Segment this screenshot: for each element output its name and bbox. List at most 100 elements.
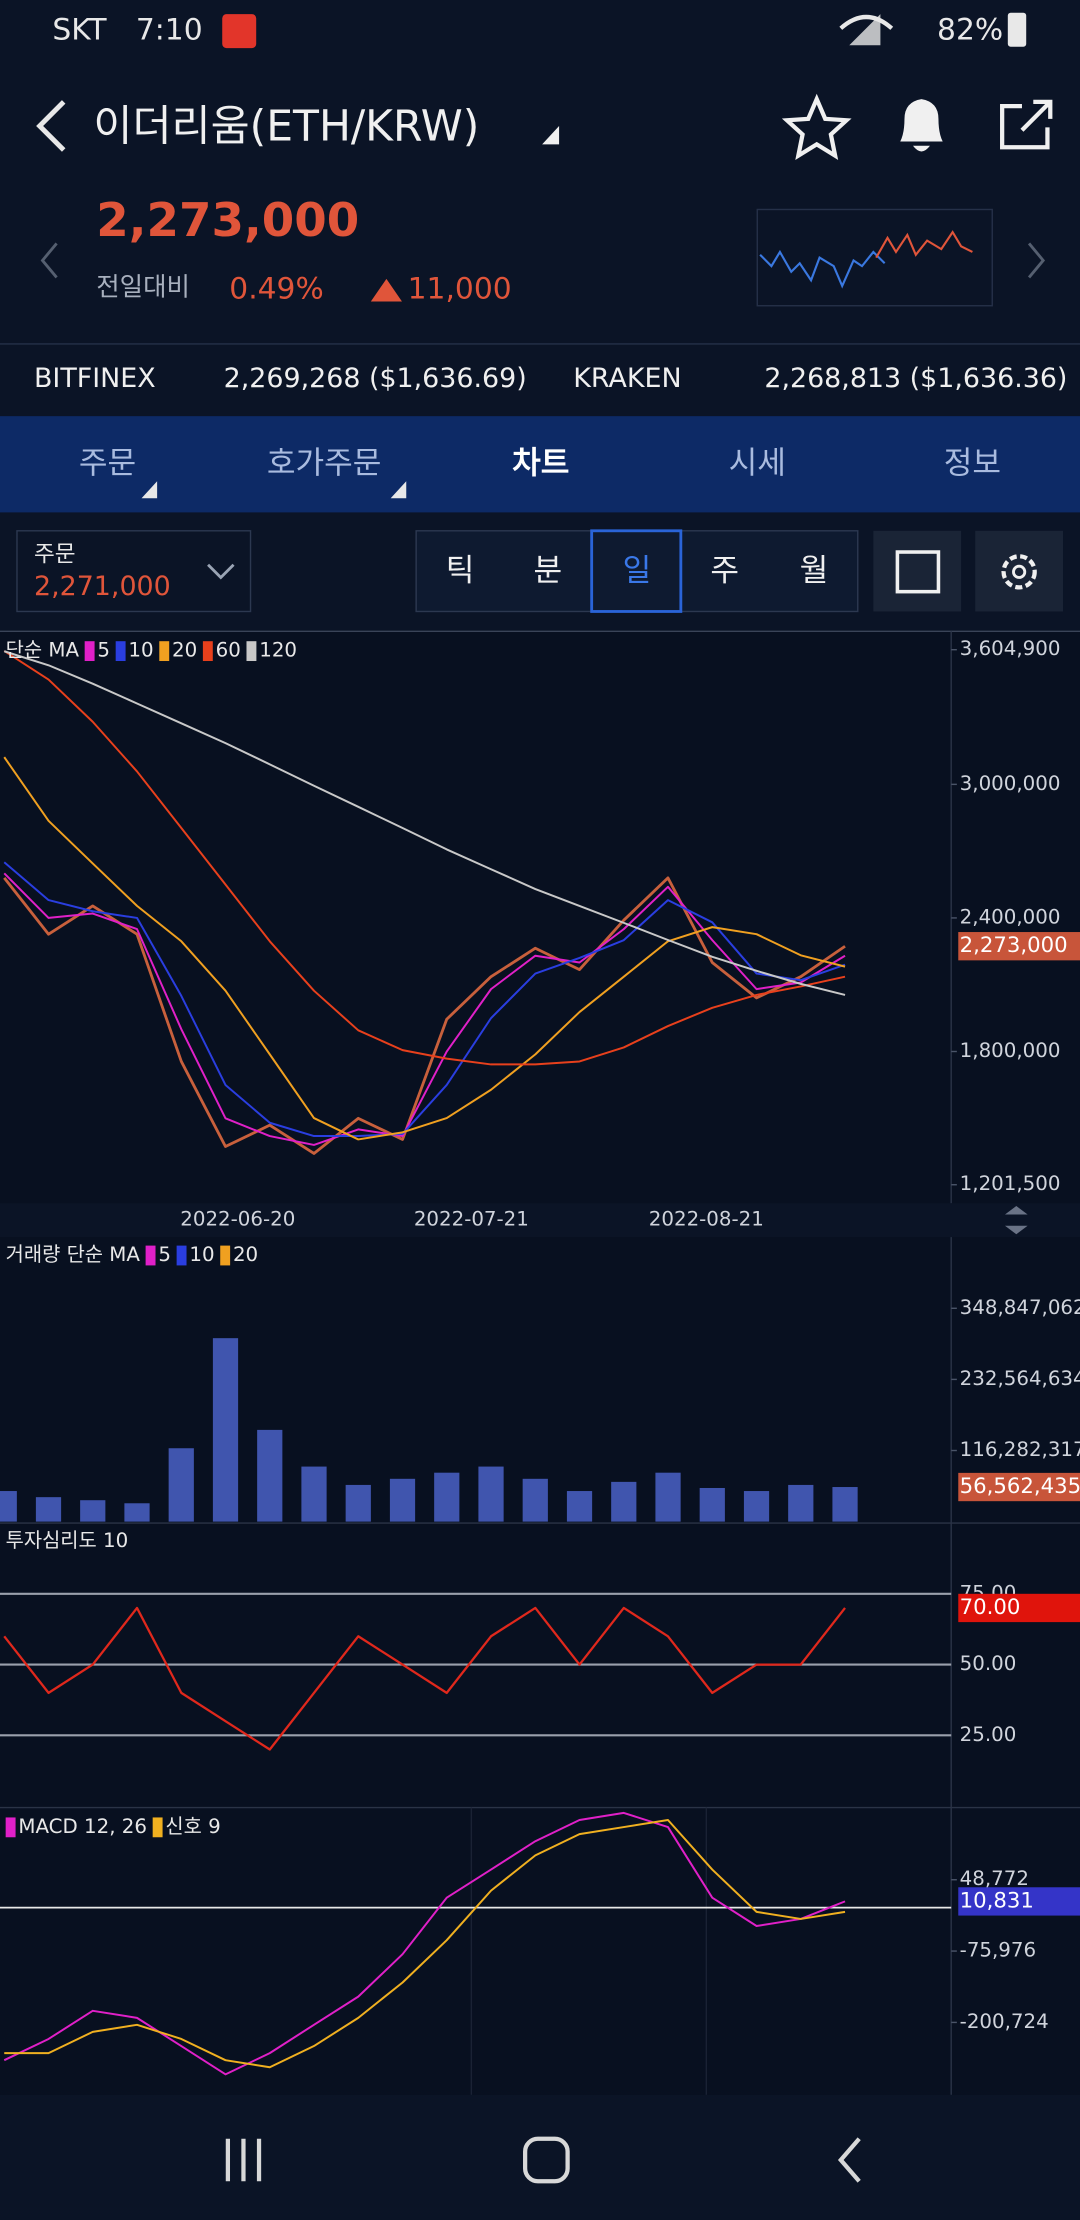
period-button-active[interactable]: 일 [623,553,652,589]
resize-handle[interactable] [1004,1205,1028,1235]
volume-bar [655,1472,681,1522]
y-tick-label: 48,772 [960,1867,1029,1890]
order-label: 주문 [34,541,76,567]
volume-bar [434,1472,460,1522]
volume-bar [80,1500,106,1522]
layout-button-bg[interactable] [873,530,962,612]
x-tick-label: 2022-08-21 [649,1208,764,1231]
back-nav-button[interactable] [837,2137,861,2183]
legend-swatch [115,641,126,662]
prev-arrow[interactable] [40,242,58,279]
volume-bar [345,1484,371,1522]
psychology-line [3,1606,846,1751]
ma-line [3,650,846,1066]
volume-bar [788,1484,814,1522]
legend-swatch [220,1245,231,1266]
tab[interactable]: 정보 [944,445,1001,481]
legend-label: 단순 MA [6,639,80,662]
macd-line [3,1811,846,2076]
wifi-icon [839,14,894,30]
volume-bar [212,1338,239,1522]
order-box[interactable] [16,530,252,613]
close-line [3,876,846,1155]
exchange-price: 2,268,813 ($1,636.36) [764,363,1067,394]
page-title[interactable]: 이더리움(ETH/KRW) [93,102,479,151]
current-value-label: 2,273,000 [960,933,1068,958]
tab[interactable]: 주문 [79,445,136,481]
change-percent: 0.49% [229,272,323,307]
current-value-label: 56,562,435 [960,1474,1080,1499]
legend-entry: 20 [172,639,197,662]
settings-button[interactable] [975,530,1064,612]
volume-bar [743,1491,770,1522]
share-button[interactable] [1000,99,1053,150]
volume-bar [257,1429,283,1522]
tab-active[interactable]: 차트 [512,445,569,481]
ma-line [3,650,846,996]
legend-swatch [176,1245,187,1266]
gear-icon [1001,554,1037,590]
period-active [590,529,683,613]
favorite-button[interactable] [781,93,852,161]
order-dropdown[interactable] [207,563,235,580]
exchange-price: 2,269,268 ($1,636.69) [224,363,527,394]
volume-bar [566,1491,593,1522]
legend-swatch [145,1245,156,1266]
current-badge [958,932,1080,961]
sparkline-down [759,249,886,289]
tab-bar [0,416,1080,513]
period-button[interactable]: 분 [533,553,562,589]
ma-line [3,872,846,1146]
sparkline-up [875,230,973,259]
volume-bar [35,1497,62,1522]
carrier: SKT [52,13,107,48]
legend-swatch [84,641,95,662]
recent-apps-button[interactable] [225,2138,262,2182]
y-tick-label: -75,976 [960,1939,1036,1962]
gear-icon-center [1012,564,1027,579]
next-arrow[interactable] [1027,242,1046,279]
change-label: 전일대비 [96,273,190,303]
legend-swatch [152,1817,163,1838]
exchange-name: BITFINEX [34,363,156,394]
nav-bar [0,2094,1080,2220]
pane-title: 투자심리도 10 [6,1529,129,1552]
period-button[interactable]: 월 [800,553,829,589]
legend-entry: 신호 9 [165,1815,220,1838]
legend-entry: 10 [128,639,153,662]
home-button[interactable] [523,2136,570,2184]
volume-bar [124,1503,150,1522]
title-dropdown[interactable] [542,125,560,145]
y-tick-label: 348,847,062 [960,1296,1080,1319]
legend-swatch [159,641,170,662]
y-tick-label: 116,282,317 [960,1438,1080,1461]
current-value-label: 70.00 [960,1595,1021,1620]
legend-entry: MACD 12, 26 [18,1815,147,1838]
current-badge [958,1472,1080,1502]
volume-bar [478,1466,504,1522]
y-tick-label: 3,000,000 [960,772,1061,795]
tab[interactable]: 호가주문 [267,445,382,481]
current-price: 2,273,000 [96,194,359,248]
x-tick-label: 2022-07-21 [414,1208,529,1231]
alarm-button[interactable] [900,99,943,152]
tab[interactable]: 시세 [729,445,786,481]
period-button[interactable]: 주 [710,553,739,589]
legend-label: 거래량 단순 MA [6,1243,141,1266]
up-triangle [370,278,402,302]
period-button[interactable]: 틱 [446,553,475,589]
signal-icon [849,14,881,46]
volume-bar [301,1466,327,1522]
current-badge [958,1887,1080,1916]
sparkline-frame [756,208,993,307]
y-tick-label: 232,564,634 [960,1367,1080,1390]
tab-dropdown [390,481,407,499]
back-button[interactable] [36,100,66,152]
ma-line [3,861,846,1138]
y-tick-label: 2,400,000 [960,905,1061,928]
legend-entry: 120 [259,639,297,662]
battery-level: 82% [937,13,1003,48]
volume-bar [832,1487,858,1522]
exchange-name: KRAKEN [573,363,681,394]
